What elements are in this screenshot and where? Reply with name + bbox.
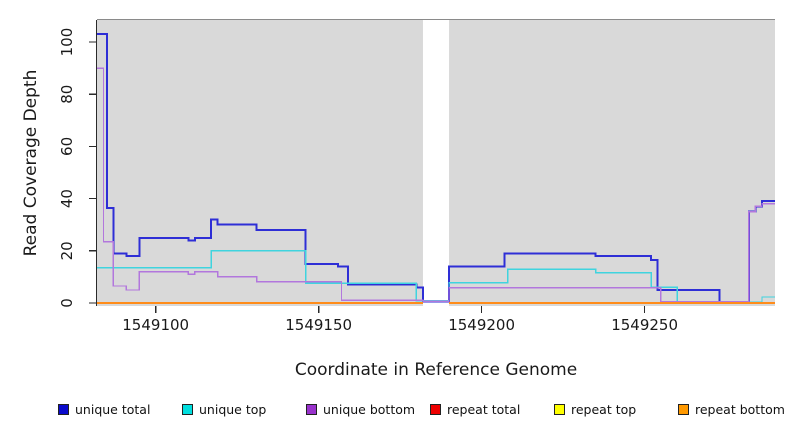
y-tick-label: 40 — [58, 189, 76, 208]
y-tick-label: 60 — [58, 137, 76, 156]
series-line-unique-top — [97, 250, 775, 303]
panel-right — [449, 20, 775, 306]
y-tick-label: 20 — [58, 241, 76, 260]
legend: unique total unique top unique bottom repea… — [0, 398, 792, 424]
legend-label: repeat top — [571, 401, 637, 417]
legend-label: repeat bottom — [695, 401, 785, 417]
y-tick-label: 100 — [58, 28, 76, 57]
legend-label: unique bottom — [323, 401, 416, 417]
legend-label: repeat total — [447, 401, 521, 417]
x-tick-label: 1549100 — [122, 316, 189, 334]
legend-swatch-unique-top — [182, 403, 193, 415]
legend-swatch-repeat-top — [554, 403, 565, 415]
legend-item-repeat-top: repeat top — [554, 400, 636, 418]
series-line-unique-total — [97, 33, 775, 304]
axes: 0 20 40 60 80 100 1549100 1549150 1549200 1549250 — [58, 20, 678, 334]
legend-item-repeat-total: repeat total — [430, 400, 520, 418]
coverage-plot: 0 20 40 60 80 100 1549100 1549150 1549200 1549250… — [21, 19, 775, 380]
series-lines — [97, 33, 775, 304]
legend-swatch-unique-total — [58, 403, 69, 415]
legend-item-unique-bottom: unique bottom — [306, 400, 415, 418]
legend-label: unique top — [199, 401, 267, 417]
y-axis-title: Read Coverage Depth — [21, 70, 41, 257]
y-tick-label: 0 — [58, 298, 76, 308]
legend-swatch-repeat-bottom — [678, 403, 689, 415]
panel-backgrounds — [97, 20, 775, 306]
legend-label: unique total — [75, 401, 151, 417]
legend-item-unique-total: unique total — [58, 400, 150, 418]
y-tick-label: 80 — [58, 85, 76, 104]
legend-item-repeat-bottom: repeat bottom — [678, 400, 785, 418]
series-line-unique-bottom — [97, 67, 775, 303]
x-axis-title: Coordinate in Reference Genome — [295, 360, 577, 380]
legend-item-unique-top: unique top — [182, 400, 266, 418]
panel-left — [97, 20, 423, 306]
x-tick-label: 1549150 — [285, 316, 352, 334]
x-tick-label: 1549200 — [448, 316, 515, 334]
x-tick-label: 1549250 — [611, 316, 678, 334]
legend-swatch-repeat-total — [430, 403, 441, 415]
legend-swatch-unique-bottom — [306, 403, 317, 415]
